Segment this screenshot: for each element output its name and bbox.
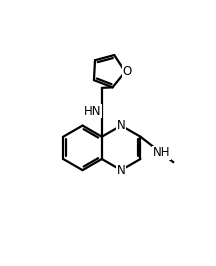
Text: O: O — [123, 65, 132, 78]
Text: HN: HN — [84, 105, 102, 118]
Text: NH: NH — [153, 146, 170, 159]
Text: N: N — [117, 119, 125, 132]
Text: N: N — [117, 164, 125, 177]
